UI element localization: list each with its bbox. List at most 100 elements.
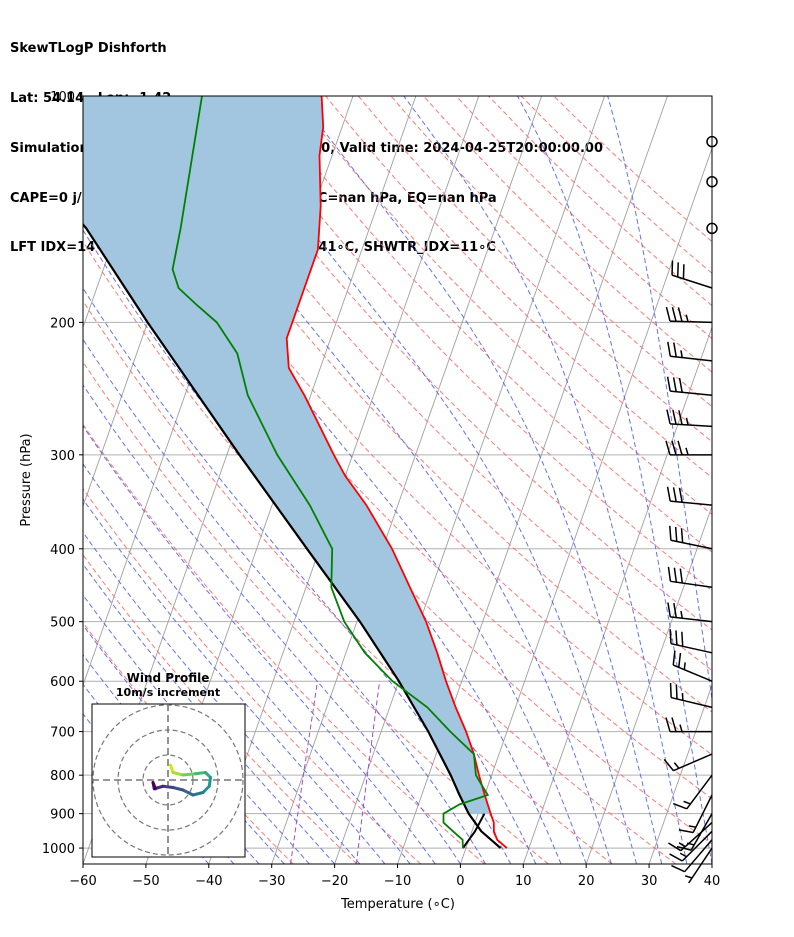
hodograph-segment (194, 771, 207, 776)
barb-flag (671, 307, 677, 322)
barb-flag (672, 487, 677, 502)
moist-adiabat-line (517, 96, 712, 864)
barb-flag (676, 845, 692, 851)
barb-flag (681, 631, 684, 647)
wind-barb (669, 682, 713, 709)
parcel-dewpoint-line (462, 813, 486, 849)
wind-barb (666, 486, 713, 506)
dry-adiabat-line (83, 553, 358, 864)
dry-adiabat-line (520, 96, 712, 274)
y-tick-label: 100 (50, 90, 75, 105)
wind-barb (667, 341, 713, 362)
profile-lines (83, 96, 508, 849)
y-axis-label: Pressure (hPa) (19, 433, 34, 526)
wind-barb (666, 409, 713, 428)
wind-barbs (663, 135, 718, 884)
barb-staff (670, 390, 713, 397)
barb-staff (680, 822, 713, 852)
isotherm-line (334, 96, 606, 864)
barb-flag (673, 342, 677, 358)
y-tick-label: 300 (50, 449, 75, 464)
barb-flag (684, 875, 693, 879)
parcel-profile-line (83, 222, 502, 849)
title-line-station: SkewTLogP Dishforth (10, 41, 167, 57)
barb-staff (670, 423, 713, 428)
dry-adiabat-line (227, 96, 712, 592)
barb-flag (678, 410, 683, 425)
barb-staff (670, 580, 713, 589)
barb-flag (680, 610, 683, 619)
barb-flag (672, 650, 676, 666)
wind-barb (669, 525, 713, 550)
wind-barb (669, 629, 713, 654)
barb-flag (665, 440, 671, 456)
barb-flag (680, 528, 684, 543)
barb-flag (666, 376, 671, 392)
barb-flag (669, 682, 672, 698)
dry-adiabat-line (423, 96, 712, 373)
wind-barb (665, 717, 712, 733)
x-tick-label: −30 (258, 874, 285, 889)
barb-flag (675, 684, 678, 699)
hodograph-body (92, 704, 245, 857)
barb-staff (688, 847, 713, 884)
moist-adiabat-line (144, 96, 612, 864)
wind-barb (665, 306, 713, 324)
wind-barb (684, 847, 713, 884)
dry-adiabat-line (83, 182, 712, 845)
moist-adiabat-line (83, 594, 310, 864)
barb-flag (674, 526, 678, 542)
wind-barb (666, 376, 713, 397)
y-axis-ticks: 1000 900 800 700 600 500 400 300 200 100 (42, 90, 83, 857)
cape-fill-area (83, 96, 491, 814)
x-tick-label: −40 (195, 874, 222, 889)
barb-staff (686, 774, 713, 810)
isotherm-line (711, 862, 712, 864)
barb-staff (670, 696, 713, 709)
wind-barb (663, 753, 713, 772)
barb-staff (670, 616, 713, 623)
barb-flag (679, 568, 684, 584)
x-tick-label: −10 (384, 874, 411, 889)
wind-barb (668, 822, 713, 852)
moist-adiabat-line (403, 96, 688, 864)
dry-adiabat-line (455, 96, 712, 340)
moist-adiabat-line (83, 425, 436, 864)
wind-barb (671, 839, 713, 873)
barb-staff (672, 664, 713, 682)
barb-flag (669, 629, 672, 644)
dry-adiabat-line (83, 300, 613, 864)
dry-adiabat-line (260, 96, 712, 553)
y-tick-label: 200 (50, 316, 75, 331)
moist-adiabat-line (83, 384, 461, 864)
barb-staff (673, 753, 713, 772)
barb-staff (671, 274, 713, 289)
barb-flag (678, 652, 682, 668)
barb-flag (671, 864, 685, 873)
barb-flag (683, 662, 686, 670)
mixing-ratio-line (290, 681, 318, 864)
wind-barb (665, 440, 712, 456)
barb-flag (669, 853, 683, 862)
barb-flag (686, 842, 695, 846)
dry-adiabat-line (553, 96, 712, 243)
barb-flag (666, 486, 671, 502)
dry-adiabat-line (325, 96, 712, 479)
x-tick-label: −60 (69, 874, 96, 889)
barb-flag (665, 306, 671, 322)
barb-staff (684, 839, 713, 873)
hodograph-subtitle: 10m/s increment (116, 686, 220, 699)
y-tick-label: 400 (50, 543, 75, 558)
dry-adiabat-line (97, 96, 712, 756)
hodograph-segment (171, 786, 185, 792)
barb-staff (681, 830, 713, 862)
moist-adiabat-line (83, 229, 537, 864)
dry-adiabat-line (292, 96, 712, 515)
barb-staff (670, 355, 713, 362)
barb-flag (671, 440, 677, 456)
hodograph-title: Wind Profile (127, 671, 210, 685)
barb-flag (685, 314, 689, 322)
barb-flag (671, 717, 677, 732)
barb-flag (667, 341, 671, 357)
